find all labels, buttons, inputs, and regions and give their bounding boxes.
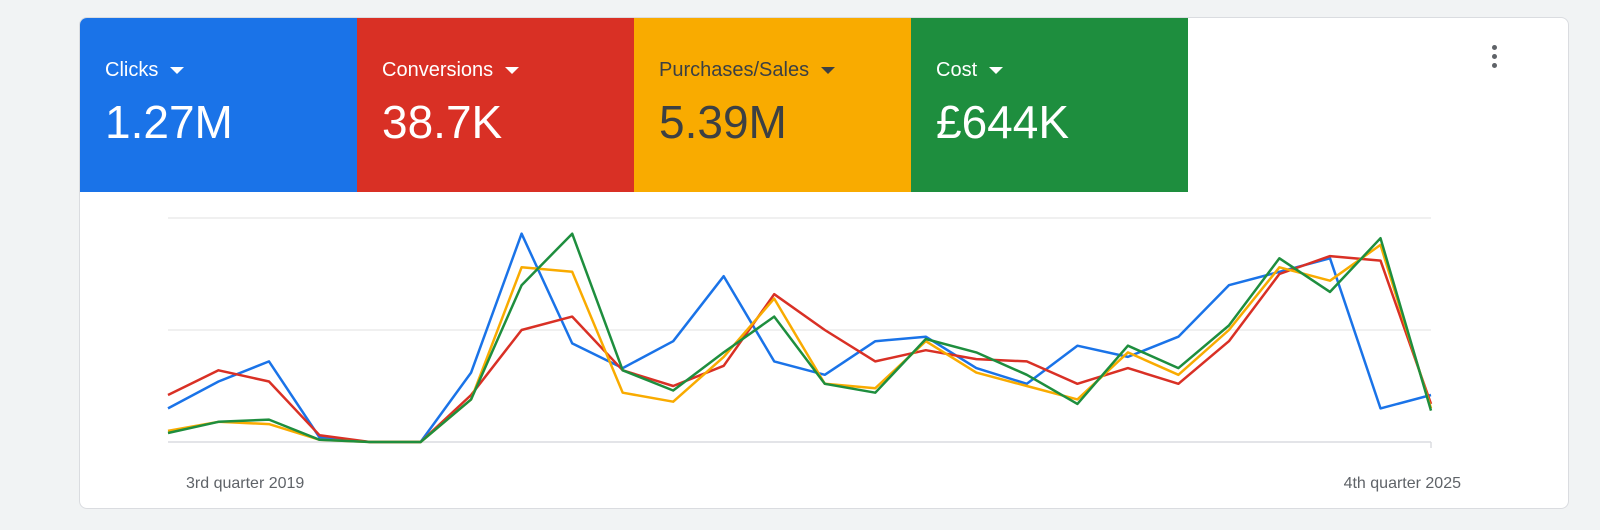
metric-header: Cost [936, 58, 1188, 82]
metric-purchases-sales[interactable]: Purchases/Sales 5.39M [634, 18, 911, 192]
metric-label: Clicks [105, 59, 159, 81]
chart-grid [168, 217, 1432, 448]
menu-dot [1491, 53, 1497, 59]
menu-dot [1491, 62, 1497, 68]
metric-label: Purchases/Sales [659, 59, 810, 81]
caret-down-icon [170, 66, 185, 74]
menu-dot [1491, 44, 1497, 50]
more-vert-icon[interactable] [1482, 40, 1506, 72]
metric-label: Cost [936, 59, 978, 81]
metric-cost[interactable]: Cost £644K [911, 18, 1188, 192]
x-tick-label-start: 3rd quarter 2019 [186, 475, 304, 492]
metric-value: 5.39M [659, 96, 787, 148]
series-line-3 [167, 232, 1433, 444]
caret-down-icon [821, 66, 836, 74]
metric-header: Purchases/Sales [659, 58, 911, 82]
performance-card: Clicks 1.27M Conversions 38.7K Purchases… [79, 17, 1569, 509]
metric-value: 1.27M [105, 96, 233, 148]
series-line-2 [167, 243, 1433, 444]
metric-tabs: Clicks 1.27M Conversions 38.7K Purchases… [80, 18, 1188, 192]
metric-header: Conversions [382, 58, 634, 82]
metric-header: Clicks [105, 58, 357, 82]
metric-value: 38.7K [382, 96, 503, 148]
line-chart: 3rd quarter 2019 4th quarter 2025 [167, 217, 1462, 492]
metric-value: £644K [936, 96, 1070, 148]
series-line-0 [167, 232, 1432, 444]
metric-conversions[interactable]: Conversions 38.7K [357, 18, 634, 192]
metric-clicks[interactable]: Clicks 1.27M [80, 18, 357, 192]
caret-down-icon [505, 66, 520, 74]
x-tick-label-end: 4th quarter 2025 [1344, 475, 1462, 492]
chart-series [167, 232, 1433, 444]
metric-label: Conversions [382, 59, 494, 81]
caret-down-icon [989, 66, 1004, 74]
